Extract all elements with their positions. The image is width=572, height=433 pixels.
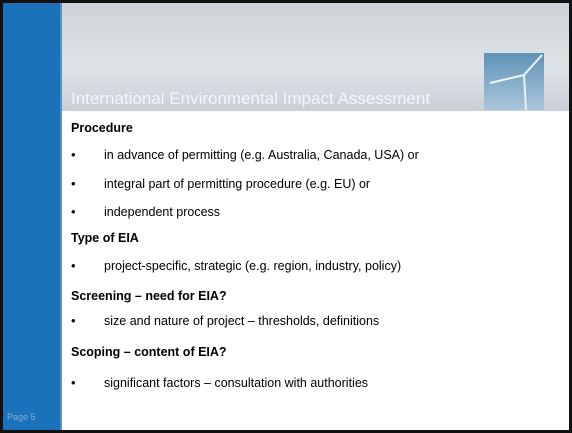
bullet-text: independent process (104, 205, 220, 219)
side-strip (3, 3, 62, 430)
bullet-dot: • (71, 204, 76, 219)
bullet-dot: • (71, 147, 76, 162)
slide-title: International Environmental Impact Asses… (71, 89, 430, 109)
section-heading: Type of EIA (71, 231, 139, 245)
bullet-dot: • (71, 176, 76, 191)
bullet-dot: • (71, 313, 76, 328)
slide: International Environmental Impact Asses… (0, 0, 572, 433)
bullet-text: integral part of permitting procedure (e… (104, 177, 370, 191)
section-heading: Procedure (71, 121, 133, 135)
section-heading: Screening – need for EIA? (71, 289, 227, 303)
section-heading: Scoping – content of EIA? (71, 345, 227, 359)
bullet-text: size and nature of project – thresholds,… (104, 314, 379, 328)
wind-turbine-image (484, 53, 544, 110)
bullet-text: significant factors – consultation with … (104, 376, 368, 390)
page-number: Page 5 (7, 412, 36, 422)
bullet-dot: • (71, 375, 76, 390)
bullet-dot: • (71, 258, 76, 273)
bullet-text: project-specific, strategic (e.g. region… (104, 259, 401, 273)
bullet-text: in advance of permitting (e.g. Australia… (104, 148, 419, 162)
